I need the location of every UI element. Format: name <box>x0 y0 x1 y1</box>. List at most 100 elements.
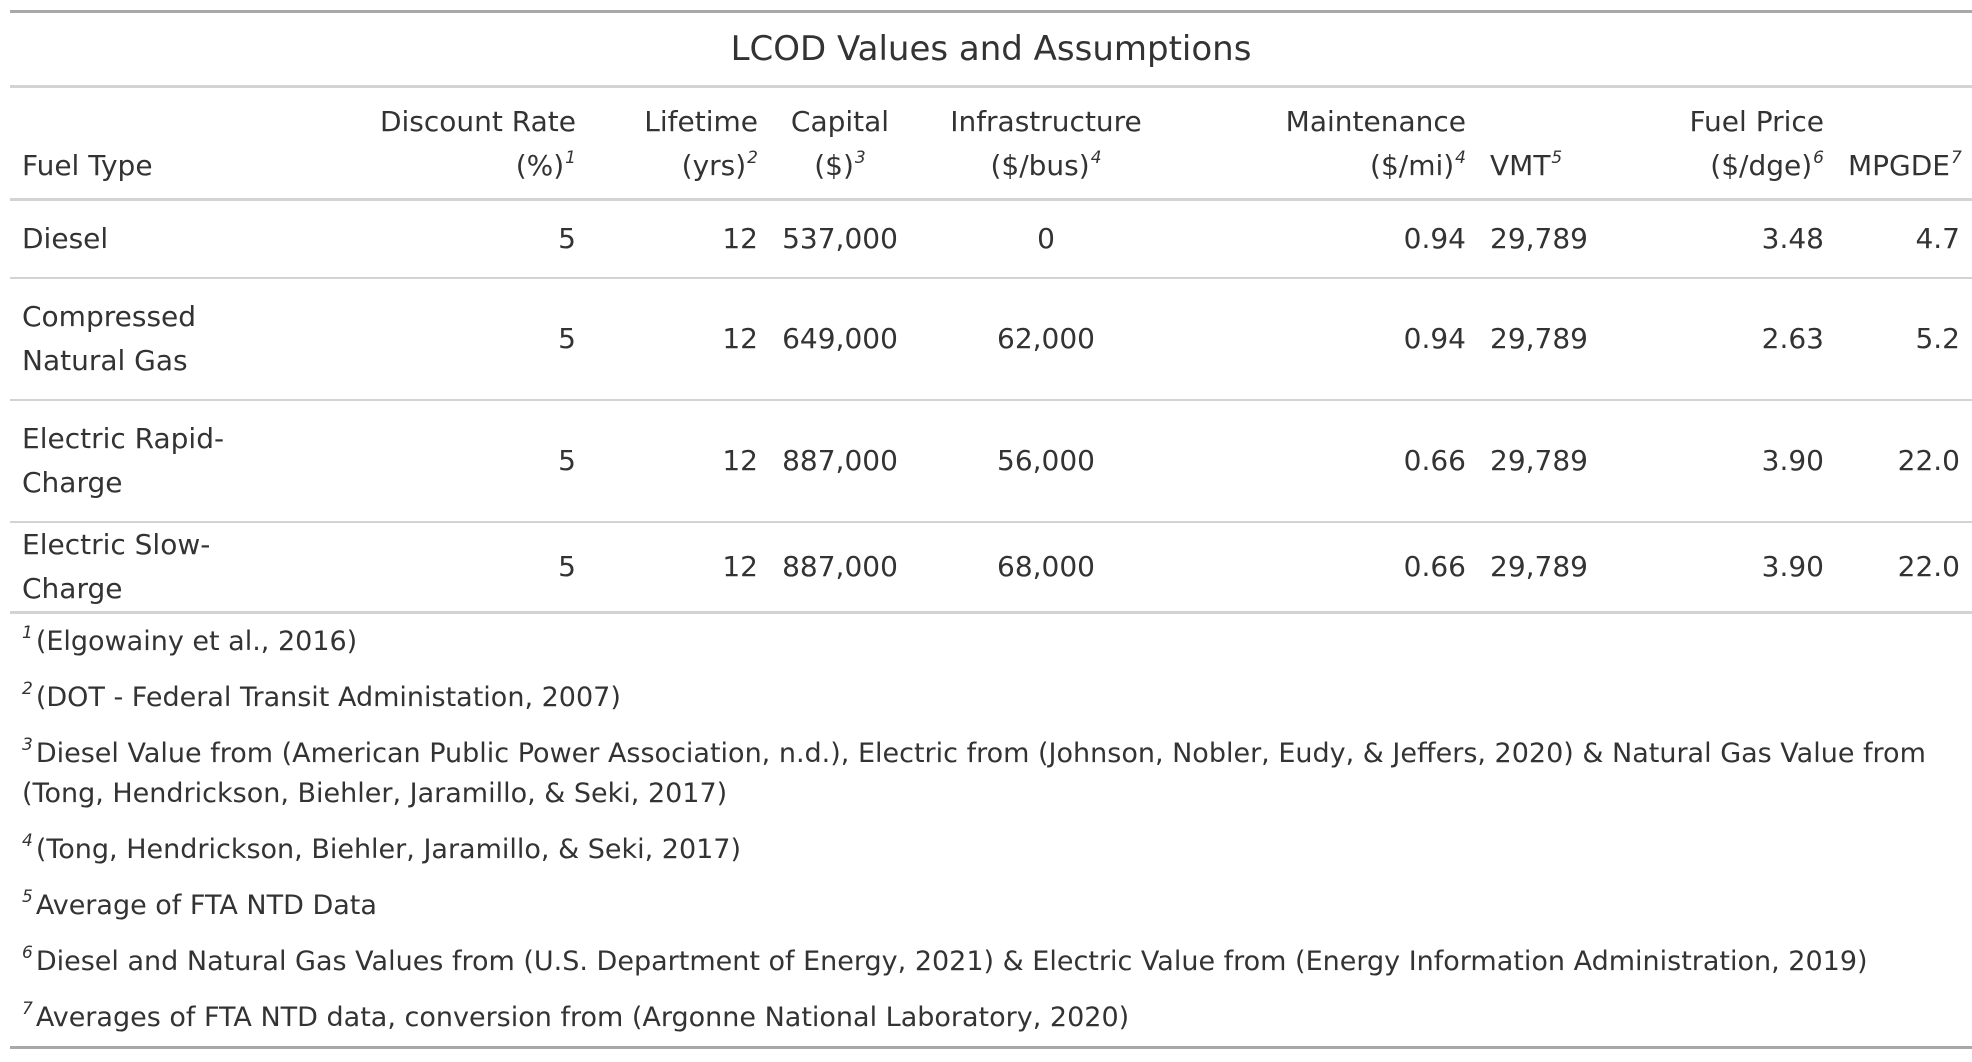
footnote-mark: 6 <box>22 942 33 963</box>
footnote-mark: 1 <box>22 622 33 643</box>
cell-maintenance: 0.94 <box>1182 199 1478 279</box>
cell-vmt: 29,789 <box>1478 277 1668 401</box>
table-container: LCOD Values and Assumptions Fuel Type Di… <box>10 10 1972 1049</box>
cell-maintenance: 0.94 <box>1182 277 1478 401</box>
table-row: Compressed Natural Gas 5 12 649,000 62,0… <box>10 277 1972 401</box>
cell-mpgde: 22.0 <box>1836 399 1972 523</box>
cell-fuel-price: 3.48 <box>1668 199 1836 279</box>
col-label: Infrastructure <box>950 105 1142 138</box>
footnote-text: Average of FTA NTD Data <box>35 889 377 921</box>
footnote-text: Averages of FTA NTD data, conversion fro… <box>35 1001 1130 1033</box>
table-row: Diesel 5 12 537,000 0 0.94 29,789 3.48 4… <box>10 199 1972 279</box>
col-ref: 2 <box>747 148 758 168</box>
cell-mpgde: 4.7 <box>1836 199 1972 279</box>
col-ref: 4 <box>1455 148 1466 168</box>
cell-capital: 887,000 <box>770 521 910 614</box>
footnote-mark: 5 <box>22 886 33 907</box>
cell-vmt: 29,789 <box>1478 399 1668 523</box>
cell-vmt: 29,789 <box>1478 199 1668 279</box>
cell-fuel-type: Diesel <box>10 199 296 279</box>
cell-fuel-type: Electric Rapid-Charge <box>10 399 296 523</box>
cell-infrastructure: 68,000 <box>910 521 1182 614</box>
cell-fuel-price: 3.90 <box>1668 399 1836 523</box>
col-header-infrastructure: Infrastructure ($/bus)4 <box>910 86 1182 201</box>
table-row: Electric Slow-Charge 5 12 887,000 68,000… <box>10 521 1972 614</box>
footnote-mark: 7 <box>22 998 33 1019</box>
col-label: Fuel Price <box>1689 105 1824 138</box>
cell-maintenance: 0.66 <box>1182 399 1478 523</box>
col-header-capital: Capital ($)3 <box>770 86 910 201</box>
col-unit: (yrs) <box>681 149 747 182</box>
footnote: 6 Diesel and Natural Gas Values from (U.S… <box>10 934 1972 990</box>
col-label: Lifetime <box>644 105 758 138</box>
col-label: Maintenance <box>1285 105 1466 138</box>
table-title: LCOD Values and Assumptions <box>10 11 1972 88</box>
cell-discount-rate: 5 <box>296 277 588 401</box>
col-label: Discount Rate <box>379 105 576 138</box>
col-ref: 1 <box>565 148 576 168</box>
cell-infrastructure: 62,000 <box>910 277 1182 401</box>
cell-capital: 537,000 <box>770 199 910 279</box>
footnote: 4 (Tong, Hendrickson, Biehler, Jaramillo,… <box>10 822 1972 878</box>
cell-fuel-price: 3.90 <box>1668 521 1836 614</box>
cell-lifetime: 12 <box>588 521 770 614</box>
footnote-row: 1 (Elgowainy et al., 2016) <box>10 612 1972 670</box>
cell-fuel-type: Compressed Natural Gas <box>10 277 296 401</box>
footnote: 1 (Elgowainy et al., 2016) <box>10 612 1972 670</box>
col-label: VMT <box>1490 149 1551 182</box>
col-label: Fuel Type <box>22 149 153 182</box>
cell-discount-rate: 5 <box>296 521 588 614</box>
footnote: 3 Diesel Value from (American Public Powe… <box>10 726 1972 822</box>
footnote-row: 5 Average of FTA NTD Data <box>10 878 1972 934</box>
footnote: 5 Average of FTA NTD Data <box>10 878 1972 934</box>
footnote-row: 2 (DOT - Federal Transit Administation, 2… <box>10 670 1972 726</box>
footnote-mark: 4 <box>22 830 33 851</box>
cell-capital: 649,000 <box>770 277 910 401</box>
footnote-text: (Tong, Hendrickson, Biehler, Jaramillo, … <box>35 833 742 865</box>
footnote-mark: 3 <box>22 734 33 755</box>
title-row: LCOD Values and Assumptions <box>10 11 1972 88</box>
col-unit: ($/bus) <box>990 149 1090 182</box>
col-ref: 6 <box>1813 148 1824 168</box>
col-header-fuel-type: Fuel Type <box>10 86 296 201</box>
cell-maintenance: 0.66 <box>1182 521 1478 614</box>
footnote: 2 (DOT - Federal Transit Administation, 2… <box>10 670 1972 726</box>
header-row: Fuel Type Discount Rate (%)1 Lifetime (y… <box>10 86 1972 201</box>
col-unit: ($/dge) <box>1710 149 1813 182</box>
footnote-mark: 2 <box>22 678 33 699</box>
cell-mpgde: 22.0 <box>1836 521 1972 614</box>
col-unit: (%) <box>515 149 565 182</box>
col-unit: ($/mi) <box>1370 149 1455 182</box>
footnote-row: 6 Diesel and Natural Gas Values from (U.S… <box>10 934 1972 990</box>
table-row: Electric Rapid-Charge 5 12 887,000 56,00… <box>10 399 1972 523</box>
cell-vmt: 29,789 <box>1478 521 1668 614</box>
cell-infrastructure: 0 <box>910 199 1182 279</box>
col-label: Capital <box>790 105 890 138</box>
col-ref: 4 <box>1090 148 1102 168</box>
lcod-table: LCOD Values and Assumptions Fuel Type Di… <box>10 10 1972 1049</box>
cell-lifetime: 12 <box>588 199 770 279</box>
col-header-lifetime: Lifetime (yrs)2 <box>588 86 770 201</box>
col-ref: 7 <box>1951 148 1962 168</box>
cell-infrastructure: 56,000 <box>910 399 1182 523</box>
footnote-text: (Elgowainy et al., 2016) <box>35 625 358 657</box>
footnote-text: Diesel Value from (American Public Power… <box>22 737 1926 809</box>
col-header-mpgde: MPGDE7 <box>1836 86 1972 201</box>
cell-mpgde: 5.2 <box>1836 277 1972 401</box>
cell-discount-rate: 5 <box>296 199 588 279</box>
cell-fuel-price: 2.63 <box>1668 277 1836 401</box>
col-header-maintenance: Maintenance ($/mi)4 <box>1182 86 1478 201</box>
footnote-row: 3 Diesel Value from (American Public Powe… <box>10 726 1972 822</box>
footnote: 7 Averages of FTA NTD data, conversion fr… <box>10 990 1972 1048</box>
col-header-fuel-price: Fuel Price ($/dge)6 <box>1668 86 1836 201</box>
footnote-text: (DOT - Federal Transit Administation, 20… <box>35 681 621 713</box>
cell-lifetime: 12 <box>588 399 770 523</box>
col-header-discount-rate: Discount Rate (%)1 <box>296 86 588 201</box>
cell-fuel-type: Electric Slow-Charge <box>10 521 296 614</box>
col-header-vmt: VMT5 <box>1478 86 1668 201</box>
col-ref: 3 <box>854 148 866 168</box>
footnote-row: 4 (Tong, Hendrickson, Biehler, Jaramillo,… <box>10 822 1972 878</box>
col-ref: 5 <box>1551 148 1563 168</box>
cell-capital: 887,000 <box>770 399 910 523</box>
